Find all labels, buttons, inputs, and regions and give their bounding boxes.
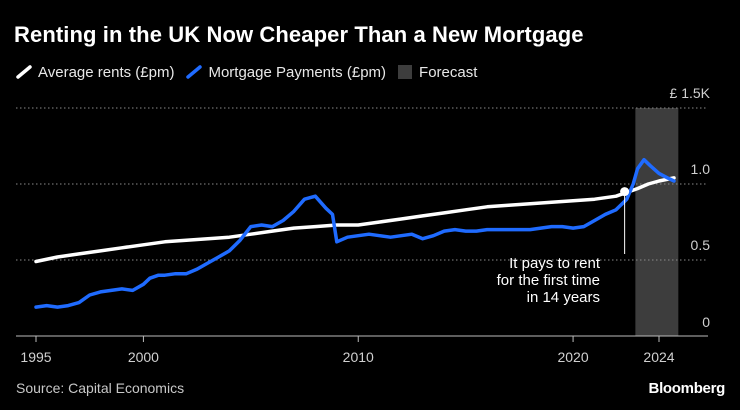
- forecast-swatch-icon: [398, 65, 413, 79]
- annotation-text-line: for the first time: [497, 272, 600, 289]
- chart-title: Renting in the UK Now Cheaper Than a New…: [14, 22, 584, 47]
- annotation-text-line: in 14 years: [527, 289, 600, 306]
- x-tick-label: 2020: [557, 349, 588, 365]
- annotation-marker: [620, 187, 630, 197]
- bloomberg-logo: Bloomberg: [648, 380, 726, 397]
- legend-item-mortgage: Mortgage Payments (£pm): [186, 64, 386, 81]
- forecast-band: [635, 108, 679, 336]
- y-tick-label: 1.0: [691, 161, 711, 177]
- x-tick-label: 2010: [343, 349, 374, 365]
- legend-item-rents: Average rents (£pm): [16, 64, 174, 81]
- legend-rents-label: Average rents (£pm): [38, 63, 175, 81]
- chart-legend: Average rents (£pm) Mortgage Payments (£…: [16, 63, 489, 81]
- y-tick-label: 0.5: [691, 237, 711, 253]
- x-tick-label: 1995: [20, 349, 51, 365]
- legend-rents-line-icon: [16, 65, 32, 79]
- annotation-text-line: It pays to rent: [509, 255, 601, 272]
- x-tick-label: 2024: [643, 349, 674, 365]
- legend-forecast-label: Forecast: [419, 63, 478, 81]
- series-line-rents: [34, 176, 676, 264]
- y-tick-label: £ 1.5K: [670, 85, 711, 101]
- y-tick-label: 0: [702, 314, 710, 330]
- legend-mortgage-line-icon: [186, 65, 203, 79]
- source-note: Source: Capital Economics: [16, 380, 185, 396]
- series-line-mortgage: [34, 157, 676, 309]
- x-tick-label: 2000: [128, 349, 159, 365]
- legend-item-forecast: Forecast: [398, 64, 477, 81]
- legend-mortgage-label: Mortgage Payments (£pm): [208, 63, 387, 81]
